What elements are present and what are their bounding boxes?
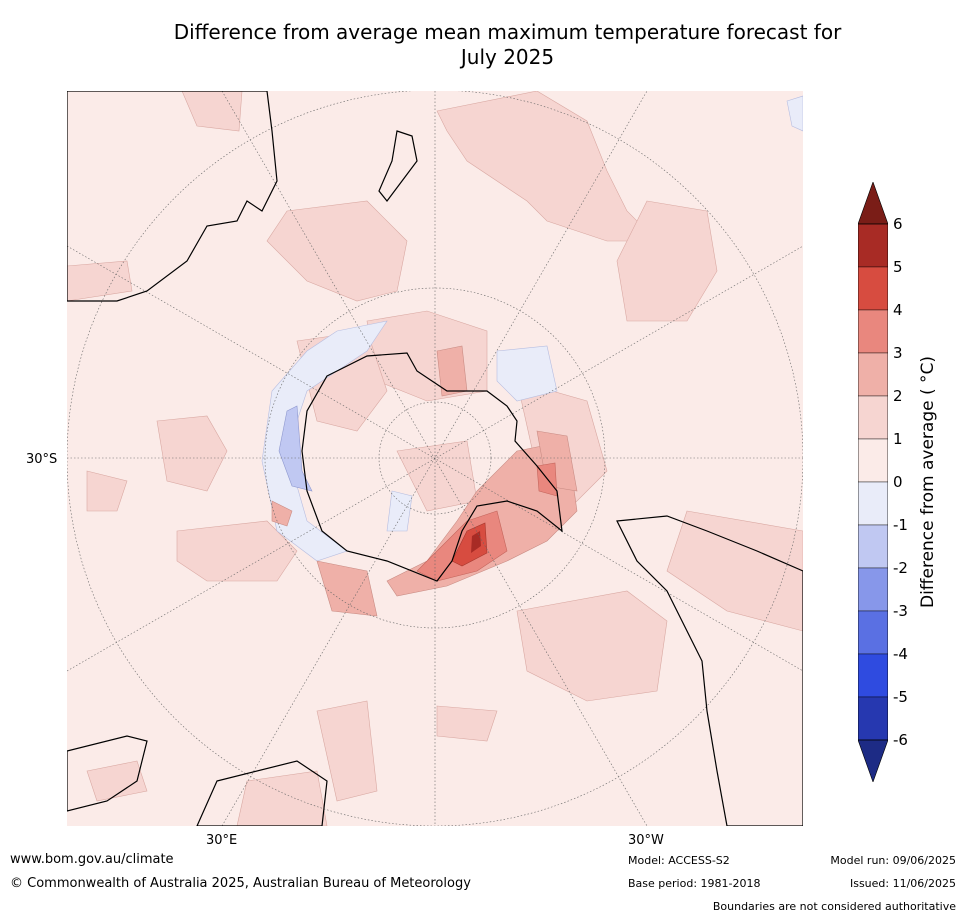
colorbar-bin (858, 481, 888, 526)
colorbar-frame (858, 223, 888, 741)
polar-map (67, 91, 803, 826)
colorbar-bin (858, 309, 888, 354)
colorbar-tick-label: 4 (893, 301, 903, 319)
warm-anomaly-extreme (471, 531, 481, 553)
lon-label-30w: 30°W (628, 833, 664, 848)
colorbar-tick-label: 5 (893, 258, 903, 276)
colorbar-bin (858, 223, 888, 268)
colorbar-over-arrow (858, 182, 888, 225)
graticule (67, 91, 803, 826)
footer-disclaimer: Boundaries are not considered authoritat… (712, 900, 956, 913)
colorbar (858, 182, 888, 782)
coastlines (67, 91, 803, 826)
australia-outline (67, 91, 278, 302)
colorbar-bin (858, 266, 888, 311)
colorbar-tick-label: 3 (893, 344, 903, 362)
footer-copyright: © Commonwealth of Australia 2025, Austra… (10, 876, 471, 891)
footer-model: Model: ACCESS-S2 (628, 854, 730, 867)
colorbar-bin (858, 395, 888, 440)
map-title: Difference from average mean maximum tem… (100, 20, 915, 70)
colorbar-tick-label: -4 (893, 645, 908, 663)
lat-label-30s: 30°S (26, 452, 58, 467)
footer-issued: Issued: 11/06/2025 (849, 877, 956, 890)
title-line-1: Difference from average mean maximum tem… (173, 20, 842, 44)
colorbar-tick-label: -1 (893, 516, 908, 534)
colorbar-tick-label: 1 (893, 430, 903, 448)
colorbar-bins (858, 223, 888, 741)
colorbar-tick-label: -3 (893, 602, 908, 620)
new-zealand-outline (378, 130, 418, 202)
map-svg (67, 91, 803, 826)
footer-base-period: Base period: 1981-2018 (628, 877, 761, 890)
colorbar-tick-label: -6 (893, 731, 908, 749)
colorbar-bin (858, 352, 888, 397)
south-america-outline (616, 515, 803, 826)
lon-label-30e: 30°E (206, 833, 238, 848)
africa-outline (67, 735, 328, 826)
colorbar-tick-label: -5 (893, 688, 908, 706)
colorbar-bin (858, 653, 888, 698)
colorbar-under-arrow (858, 739, 888, 782)
colorbar-title: Difference from average ( °C) (918, 355, 938, 609)
colorbar-tick-label: -2 (893, 559, 908, 577)
colorbar-tick-label: 6 (893, 215, 903, 233)
colorbar-bin (858, 696, 888, 741)
antarctica-outline (301, 352, 563, 582)
colorbar-bin (858, 567, 888, 612)
title-line-2: July 2025 (460, 45, 555, 69)
footer-model-run: Model run: 09/06/2025 (830, 854, 956, 867)
colorbar-tick-label: 2 (893, 387, 903, 405)
colorbar-tick-label: 0 (893, 473, 903, 491)
cool-anomaly-light (261, 95, 803, 562)
colorbar-bin (858, 524, 888, 569)
colorbar-bin (858, 610, 888, 655)
footer-url: www.bom.gov.au/climate (10, 852, 174, 867)
colorbar-bin (858, 438, 888, 483)
cool-anomaly-medium (278, 405, 313, 492)
